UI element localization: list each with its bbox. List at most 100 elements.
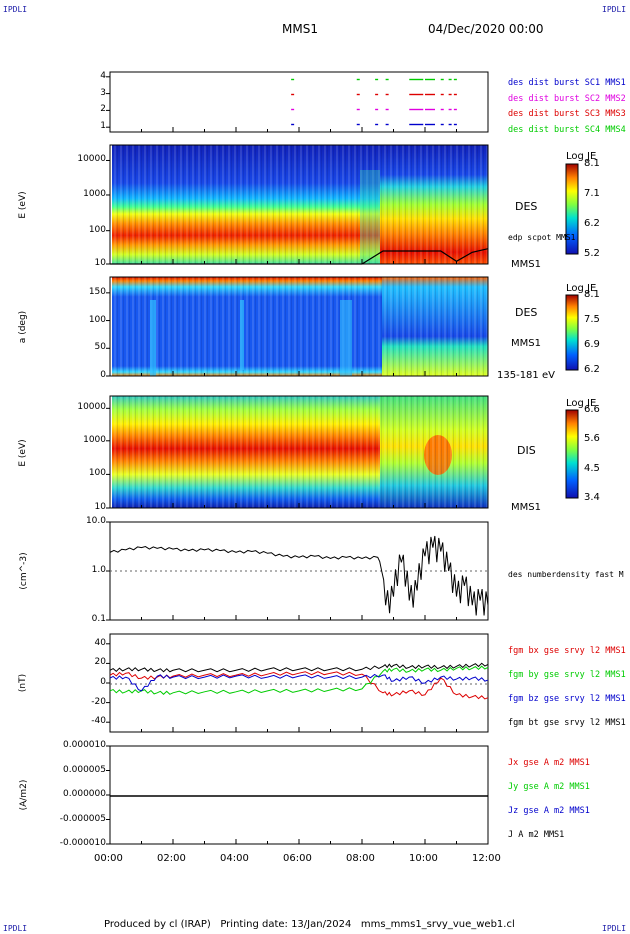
density-line: [109, 535, 489, 616]
burst-mark: [356, 93, 360, 96]
des_pitch-ytick-label: 50: [94, 342, 106, 353]
burst-mark: [425, 78, 435, 81]
des_pitch-ytick-label: 150: [88, 286, 106, 297]
dis-energy-panel: [109, 395, 489, 509]
burst-mark: [440, 93, 444, 96]
density-ytick-label: 1.0: [91, 565, 106, 575]
burst-mark: [356, 123, 360, 126]
burst-mark: [409, 108, 424, 111]
des-energy-sc: MMS1: [511, 259, 541, 270]
current-panel: [109, 745, 489, 845]
burst-mark: [409, 93, 424, 96]
burst-legend-entry: des dist burst SC1 MMS1: [508, 78, 626, 88]
des-pitch-range: 135-181 eV: [497, 370, 555, 381]
des-pitch-colorbar: [565, 294, 579, 371]
corner-mark-bottom-left: IPDLI: [3, 924, 28, 933]
bfield-legend-entry: fgm by gse srvy l2 MMS1: [508, 670, 626, 680]
burst-mark: [385, 123, 389, 126]
des_pitch-cbar-tick: 8.1: [584, 289, 600, 300]
time-tick-label: 10:00: [409, 853, 438, 864]
des_energy-ytick-label: 10000: [77, 154, 106, 165]
des_pitch-ytick-label: 100: [88, 314, 106, 325]
burst-mark: [425, 93, 435, 96]
current-ytick-label: 0.000010: [63, 740, 106, 750]
time-tick-label: 02:00: [157, 853, 186, 864]
burst-marks: [291, 78, 457, 126]
dis_energy-ytick-label: 10: [94, 502, 106, 512]
bfield-line-bx: [109, 671, 489, 700]
burst-mark: [448, 93, 452, 96]
burst-ytick-label: 2: [100, 104, 106, 115]
dis_energy-cbar-tick: 3.4: [584, 492, 600, 503]
burst-mark: [385, 93, 389, 96]
dis_energy-cbar-tick: 5.6: [584, 433, 600, 445]
des-pitch-sc: MMS1: [511, 338, 541, 349]
burst-ytick-label: 1: [100, 121, 106, 132]
burst-legend-entry: des dist burst SC3 MMS3: [508, 109, 626, 119]
current-legend: Jx gse A m2 MMS1 Jy gse A m2 MMS1 Jz gse A…: [508, 758, 590, 854]
date-title: 04/Dec/2020 00:00: [428, 22, 544, 36]
dis_energy-ytick-label: 1000: [83, 434, 106, 445]
des_pitch-cbar-tick: 7.5: [584, 314, 600, 325]
des_energy-cbar-tick: 8.1: [584, 158, 600, 169]
des-pitch-ylabel: a (deg): [18, 310, 28, 344]
bfield-ytick-label: -40: [91, 716, 106, 727]
density-ylabel: (cm^-3): [19, 552, 29, 590]
burst-mark: [448, 123, 452, 126]
dis_energy-ytick-label: 10000: [77, 402, 106, 413]
des-energy-panel: [109, 144, 489, 265]
time-tick-label: 08:00: [346, 853, 375, 864]
dis-energy-ylabel: E (eV): [18, 439, 28, 467]
burst-mark: [291, 78, 295, 81]
des-pitch-panel: [109, 276, 489, 377]
time-tick-label: 00:00: [94, 853, 123, 864]
bfield-legend-entry: fgm bz gse srvy l2 MMS1: [508, 694, 626, 704]
time-ticks: [106, 76, 489, 845]
dis-energy-colorbar: [565, 409, 579, 499]
burst-mark: [425, 108, 435, 111]
burst-mark: [385, 78, 389, 81]
dis_energy-cbar-tick: 6.6: [584, 404, 600, 415]
bfield-line-bz: [109, 673, 489, 692]
bfield-ytick-label: -20: [91, 696, 106, 707]
burst-mark: [453, 123, 457, 126]
burst-mark: [356, 108, 360, 111]
des-energy-name: DES: [515, 200, 538, 213]
burst-panel: [109, 71, 489, 133]
current-legend-entry: Jy gse A m2 MMS1: [508, 782, 590, 792]
des_energy-ytick-label: 100: [88, 224, 106, 235]
dis-energy-cbar-title: Log JE: [566, 398, 597, 409]
burst-mark: [440, 123, 444, 126]
bfield-line-by: [109, 665, 489, 695]
des_energy-cbar-tick: 5.2: [584, 248, 600, 259]
dis_energy-ytick-label: 100: [88, 468, 106, 479]
des_pitch-ytick-label: 0: [100, 370, 106, 380]
dis-energy-sc: MMS1: [511, 502, 541, 513]
burst-mark: [448, 108, 452, 111]
des_energy-ytick-label: 10: [94, 258, 106, 268]
dis_energy-cbar-tick: 4.5: [584, 462, 600, 474]
scpot-label: edp scpot MMS1: [508, 233, 576, 242]
bfield-ytick-label: 40: [94, 637, 106, 648]
burst-mark: [453, 108, 457, 111]
burst-mark: [453, 93, 457, 96]
burst-mark: [375, 108, 379, 111]
dis-energy-name: DIS: [517, 444, 536, 457]
bfield-legend-entry: fgm bt gse srvy l2 MMS1: [508, 718, 626, 728]
corner-mark-top-right: IPDLI: [602, 5, 627, 14]
current-ytick-label: 0.000005: [63, 764, 106, 775]
burst-legend: des dist burst SC1 MMS1 des dist burst SC…: [508, 78, 626, 140]
spacecraft-title: MMS1: [282, 22, 318, 36]
burst-mark: [409, 78, 424, 81]
des_energy-cbar-tick: 6.2: [584, 218, 600, 229]
des-energy-cbar-title: Log JE: [566, 151, 597, 162]
des-energy-colorbar: [565, 163, 579, 255]
burst-mark: [440, 108, 444, 111]
burst-ytick-label: 3: [100, 87, 106, 98]
density-legend: des numberdensity fast M: [508, 570, 624, 579]
bfield-panel: [109, 633, 489, 733]
burst-mark: [425, 123, 435, 126]
corner-mark-bottom-right: IPDLI: [602, 924, 627, 933]
burst-mark: [291, 108, 295, 111]
